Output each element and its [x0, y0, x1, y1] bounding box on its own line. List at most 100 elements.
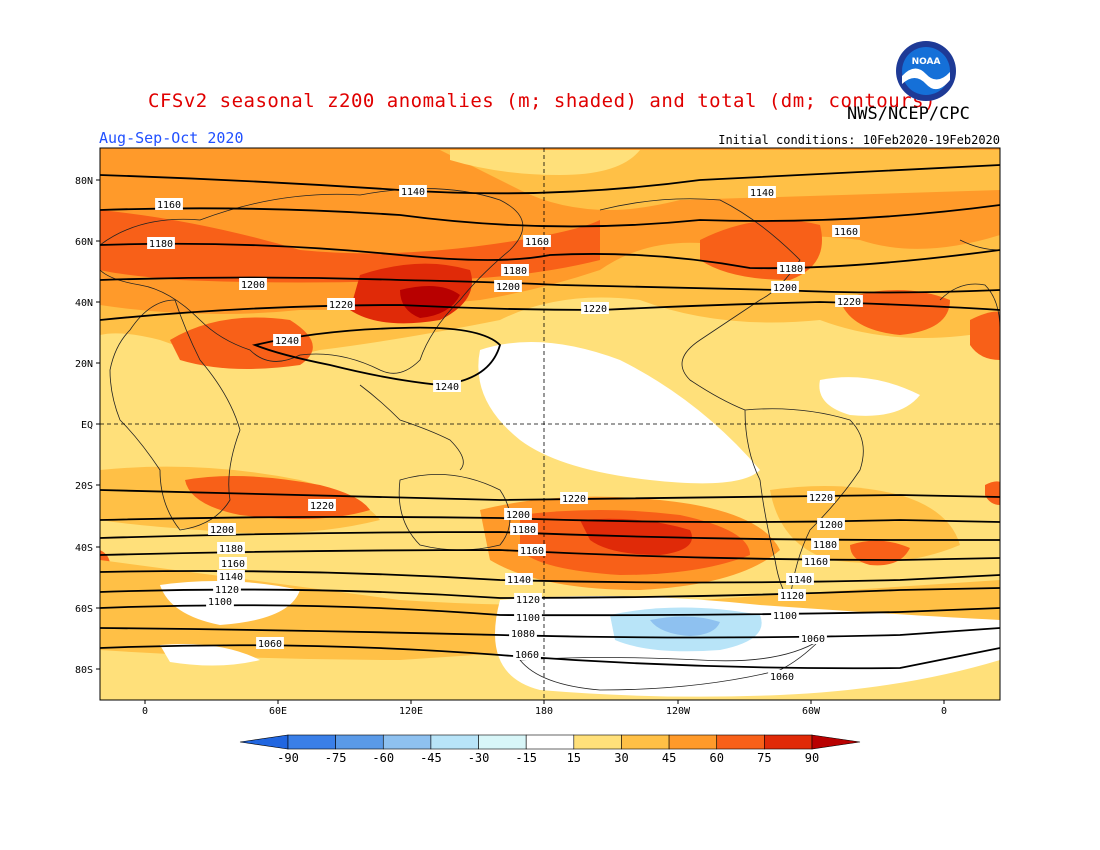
lon-label: 180 [535, 706, 553, 717]
lon-label: 120W [666, 706, 691, 717]
contour-label-text: 1160 [525, 237, 549, 248]
contour-label-text: 1060 [258, 639, 282, 650]
contour-label: 1100 [771, 609, 799, 622]
colorbar-segment [382, 734, 432, 750]
contour-label: 1240 [273, 334, 301, 347]
contour-label: 1160 [518, 544, 546, 557]
contour-label: 1200 [771, 281, 799, 294]
contour-label-text: 1080 [511, 629, 535, 640]
contour-label: 1180 [147, 237, 175, 250]
contour-label: 1200 [208, 523, 236, 536]
contour-label-text: 1180 [813, 540, 837, 551]
colorbar-tick-label: -90 [277, 751, 299, 765]
contour-label-text: 1220 [329, 300, 353, 311]
contour-label-text: 1100 [208, 597, 232, 608]
contour-label: 1220 [807, 491, 835, 504]
contour-label: 1140 [399, 185, 427, 198]
contour-label-text: 1200 [210, 525, 234, 536]
colorbar-segment [764, 734, 813, 750]
contour-label: 1160 [219, 557, 247, 570]
chart-title: CFSv2 seasonal z200 anomalies (m; shaded… [148, 90, 936, 112]
initial-conditions: Initial conditions: 10Feb2020-19Feb2020 [718, 133, 1000, 147]
contour-label-text: 1220 [809, 493, 833, 504]
contour-label-text: 1140 [507, 575, 531, 586]
contour-label: 1220 [835, 295, 863, 308]
contour-label: 1100 [514, 611, 542, 624]
colorbar-arrow-low [239, 734, 289, 750]
contour-label: 1200 [494, 280, 522, 293]
colorbar-segment [525, 734, 575, 750]
contour-label-text: 1200 [496, 282, 520, 293]
contour-label-text: 1180 [219, 544, 243, 555]
contour-label-text: 1120 [215, 585, 239, 596]
contour-label: 1180 [217, 542, 245, 555]
contour-label: 1140 [217, 570, 245, 583]
contour-labels: 1140 1160 1180 1200 1220 1240 1160 1180 1200 1220… [147, 185, 863, 683]
lat-label: 20S [75, 481, 93, 492]
colorbar-tick-label: 15 [567, 751, 581, 765]
contour-label: 1120 [213, 583, 241, 596]
contour-label: 1220 [560, 492, 588, 505]
contour-label-text: 1160 [157, 200, 181, 211]
contour-label: 1140 [786, 573, 814, 586]
contour-label: 1140 [505, 573, 533, 586]
colorbar-tick-label: -75 [325, 751, 347, 765]
lat-label: 60S [75, 604, 93, 615]
colorbar-tick-label: -60 [372, 751, 394, 765]
contour-label: 1180 [510, 523, 538, 536]
lon-label: 60W [802, 706, 821, 717]
colorbar-segment [668, 734, 718, 750]
logo-text: NOAA [912, 57, 941, 67]
contour-label: 1200 [504, 508, 532, 521]
contour-label: 1220 [327, 298, 355, 311]
contour-label-text: 1180 [512, 525, 536, 536]
longitude-axis: 0 60E 120E 180 120W 60W 0 [142, 700, 947, 717]
contour-label: 1180 [501, 264, 529, 277]
lat-label: EQ [81, 420, 93, 431]
contour-label-text: 1200 [773, 283, 797, 294]
contour-label: 1160 [832, 225, 860, 238]
contour-label-text: 1060 [770, 672, 794, 683]
colorbar-tick-label: 45 [662, 751, 676, 765]
contour-label: 1200 [817, 518, 845, 531]
contour-label: 1220 [308, 499, 336, 512]
contour-label-text: 1200 [819, 520, 843, 531]
contour-label-text: 1180 [149, 239, 173, 250]
contour-label-text: 1140 [750, 188, 774, 199]
contour-label: 1120 [514, 593, 542, 606]
contour-label-text: 1220 [562, 494, 586, 505]
lon-label: 60E [269, 706, 287, 717]
contour-label-text: 1120 [780, 591, 804, 602]
lat-label: 40S [75, 543, 93, 554]
lat-label: 80N [75, 176, 93, 187]
contour-label-text: 1140 [788, 575, 812, 586]
colorbar-segment [621, 734, 670, 750]
contour-label-text: 1100 [516, 613, 540, 624]
contour-label-text: 1160 [221, 559, 245, 570]
lat-label: 80S [75, 665, 93, 676]
contour-label: 1160 [523, 235, 551, 248]
lon-label: 0 [941, 706, 947, 717]
contour-label-text: 1220 [837, 297, 861, 308]
colorbar-tick-label: 30 [614, 751, 628, 765]
contour-label-text: 1060 [515, 650, 539, 661]
colorbar-segment [430, 734, 479, 750]
contour-label: 1140 [748, 186, 776, 199]
contour-label: 1160 [802, 555, 830, 568]
colorbar-segment [287, 734, 336, 750]
colorbar-segment [335, 734, 384, 750]
colorbar-tick-label: 75 [757, 751, 771, 765]
lon-label: 120E [399, 706, 423, 717]
latitude-axis: 80N 60N 40N 20N EQ 20S 40S 60S 80S [75, 176, 100, 676]
colorbar-tick-label: 90 [805, 751, 819, 765]
contour-label: 1180 [777, 262, 805, 275]
contour-label: 1200 [239, 278, 267, 291]
colorbar-tick-label: 60 [710, 751, 724, 765]
colorbar-segment [716, 734, 765, 750]
contour-label-text: 1220 [583, 304, 607, 315]
contour-label: 1240 [433, 380, 461, 393]
contour-label-text: 1240 [275, 336, 299, 347]
colorbar-segment [573, 734, 622, 750]
contour-label-text: 1160 [804, 557, 828, 568]
